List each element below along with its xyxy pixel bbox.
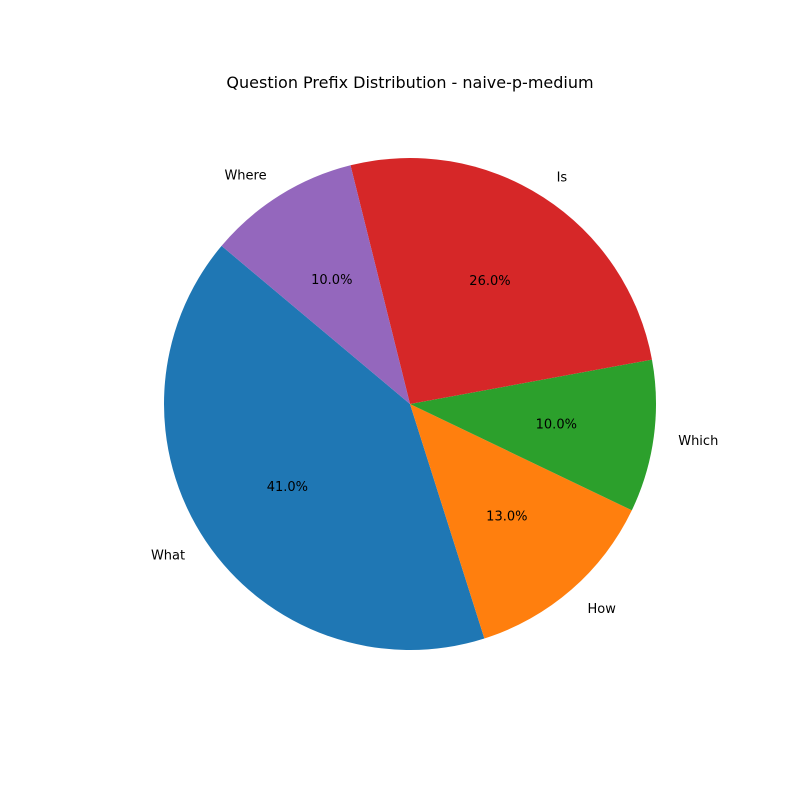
pie-slice-is (350, 158, 652, 404)
slice-label-what: What (151, 549, 185, 564)
slice-label-which: Which (678, 434, 718, 449)
pct-label-what: 41.0% (267, 480, 308, 495)
pie-slice-which (410, 359, 656, 511)
slice-label-is: Is (557, 171, 568, 186)
chart-title: Question Prefix Distribution - naive-p-m… (226, 73, 593, 92)
pct-label-which: 10.0% (536, 418, 577, 433)
pie-slice-what (164, 245, 485, 650)
pct-label-is: 26.0% (469, 274, 510, 289)
pct-label-where: 10.0% (311, 273, 352, 288)
pie-slice-where (221, 165, 410, 404)
slice-label-how: How (588, 602, 617, 617)
pie-slices (164, 158, 656, 650)
pie-labels: 41.0% What 13.0% How 10.0% Which 26.0% Is 10.0% W… (151, 169, 718, 618)
slice-label-where: Where (224, 169, 266, 184)
pct-label-how: 13.0% (486, 509, 527, 524)
pie-slice-how (410, 404, 632, 639)
